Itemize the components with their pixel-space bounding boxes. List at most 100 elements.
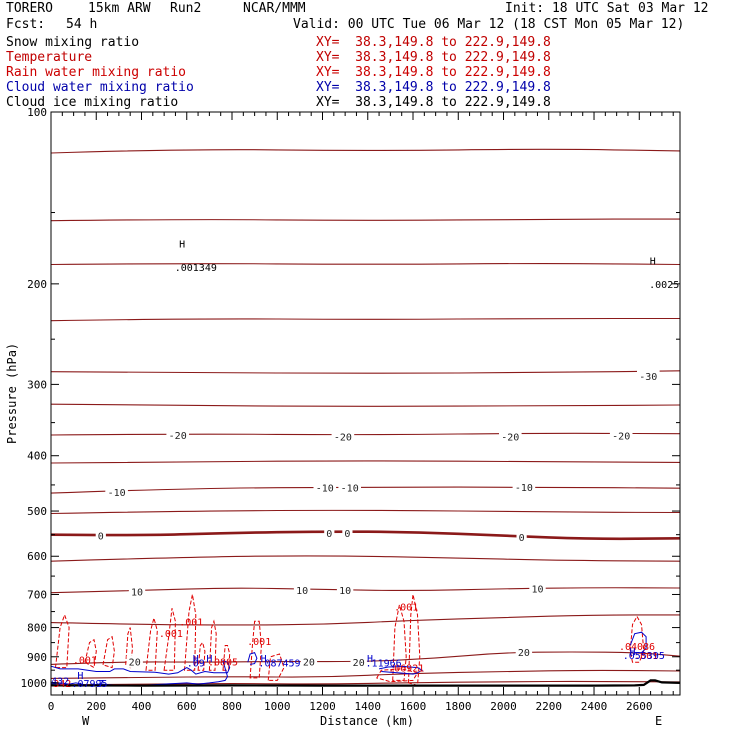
rain-label-2: .001	[179, 617, 203, 628]
rain-contour-2	[102, 635, 115, 669]
rain-label-6: .04086	[619, 642, 655, 653]
temperature-label-bg	[313, 481, 337, 494]
temperature-contour-12	[50, 587, 681, 594]
temperature-label-4: -20	[612, 432, 630, 443]
x-tick-label-10: 2000	[490, 700, 517, 713]
temperature-label-bg	[300, 655, 318, 668]
temperature-contour-5	[50, 403, 681, 407]
field-name-rain: Rain water mixing ratio	[6, 65, 187, 80]
temperature-label-9: 0	[98, 532, 104, 543]
init-time: Init: 18 UTC Sat 03 Mar 12	[505, 1, 709, 16]
fcst-label: Fcst:	[6, 17, 46, 32]
x-tick-label-9: 1800	[445, 700, 472, 713]
temperature-label-0: -30	[639, 372, 657, 383]
org-label: NCAR/MMM	[243, 1, 306, 16]
x-tick-label-3: 600	[177, 700, 197, 713]
cloud-water-label-5: H	[261, 654, 267, 665]
cloud-water-label-11: 432	[51, 676, 69, 687]
temperature-label-bg	[512, 481, 536, 494]
x-tick-label-5: 1000	[264, 700, 291, 713]
cloud-water-label-12: H	[206, 654, 212, 665]
temperature-label-17: 20	[129, 658, 141, 669]
rain-label-0: .001	[73, 656, 97, 667]
temperature-label-bg	[342, 526, 353, 539]
valid-time: Valid: 00 UTC Tue 06 Mar 12 (18 CST Mon …	[293, 17, 685, 32]
rain-contours	[54, 594, 645, 687]
temperature-label-bg	[516, 530, 527, 543]
field-name-snow: Snow mixing ratio	[6, 35, 140, 50]
rain-contour-5	[163, 608, 176, 671]
cloud-water-contour-2	[629, 631, 647, 654]
rain-contour-10	[249, 620, 262, 679]
rain-label-5: .06921	[388, 664, 424, 675]
temperature-contour-16	[50, 680, 681, 686]
y-axis-label: Pressure (hPa)	[5, 343, 19, 444]
model-resolution: 15km ARW	[88, 1, 151, 16]
temperature-contour-9	[50, 509, 681, 515]
cloud-water-label-8: .11966	[366, 659, 402, 670]
field-name-cloud-ice: Cloud ice mixing ratio	[6, 95, 179, 110]
snow-label-1: .001349	[175, 263, 217, 274]
rain-contour-7	[197, 641, 206, 671]
y-tick-label-0: 100	[27, 106, 47, 119]
rain-label-8: 342	[53, 679, 71, 690]
temperature-label-5: -10	[108, 488, 126, 499]
y-tick-label-6: 700	[27, 588, 47, 601]
temperature-contour-6	[50, 432, 681, 436]
x-tick-label-11: 2200	[536, 700, 563, 713]
rain-contour-12	[392, 604, 407, 681]
x-tick-label-12: 2400	[581, 700, 608, 713]
model-name: TORERO	[6, 1, 53, 16]
temperature-label-bg	[515, 646, 533, 659]
plot-frame	[50, 111, 681, 696]
rain-contour-8	[208, 619, 217, 671]
y-tick-label-9: 1000	[21, 677, 48, 690]
field-xy-cloud-ice: XY= 38.3,149.8 to 222.9,149.8	[316, 95, 551, 110]
temperature-contour-10	[50, 530, 681, 541]
cloud-water-label-0: H	[77, 671, 83, 682]
temperature-contour-15	[50, 669, 681, 679]
rain-label-1: .001	[159, 629, 183, 640]
temperature-label-12: 0	[519, 533, 525, 544]
y-tick-label-7: 800	[27, 622, 47, 635]
temperature-contour-3	[50, 317, 680, 322]
temperature-label-10: 0	[326, 529, 332, 540]
field-name-cloud-water: Cloud water mixing ratio	[6, 80, 194, 95]
temperature-label-bg	[324, 526, 335, 539]
temperature-label-bg	[499, 430, 522, 443]
snow-label-2: H	[650, 257, 656, 268]
temperature-label-18: 20	[303, 657, 315, 668]
temperature-label-bg	[609, 429, 633, 442]
temperature-label-11: 0	[344, 529, 350, 540]
y-tick-label-3: 400	[27, 450, 47, 463]
temperature-label-bg	[293, 584, 311, 597]
x-tick-label-7: 1400	[355, 700, 382, 713]
temperature-label-6: -10	[316, 484, 334, 495]
temperature-label-15: 10	[339, 586, 351, 597]
y-tick-label-4: 500	[27, 505, 47, 518]
temperature-contour-8	[50, 486, 681, 494]
temperature-label-20: 20	[518, 648, 530, 659]
temperature-label-2: -20	[334, 432, 352, 443]
temperature-label-3: -20	[501, 432, 519, 443]
temperature-label-bg	[529, 582, 546, 595]
rain-label-4: .001	[394, 603, 418, 614]
temperature-contour-13	[50, 614, 680, 626]
temperature-contour-4	[50, 370, 681, 374]
fcst-value: 54 h	[66, 17, 98, 32]
temperature-label-bg	[166, 429, 189, 441]
temperature-label-bg	[105, 486, 128, 498]
cloud-water-label-10: .055395	[623, 651, 665, 662]
field-xy-temperature: XY= 38.3,149.8 to 222.9,149.8	[316, 50, 551, 65]
contour-labels: -30 -20 -20 -20 -20 -10 -10 -10 -10 0 0 0 0 10 10 10 10 2…	[51, 240, 679, 690]
temperature-label-7: -10	[341, 484, 359, 495]
x-tick-label-2: 400	[132, 700, 152, 713]
cloud-water-label-9: H	[629, 647, 635, 658]
temperature-label-bg	[126, 655, 143, 668]
temperature-label-bg	[95, 529, 106, 542]
rain-contour-9	[222, 645, 231, 671]
terrain-surface	[50, 679, 681, 687]
rain-label-9: .0805	[208, 657, 238, 668]
temperature-contour-11	[50, 555, 681, 562]
cloud-water-label-3: H	[193, 654, 199, 665]
